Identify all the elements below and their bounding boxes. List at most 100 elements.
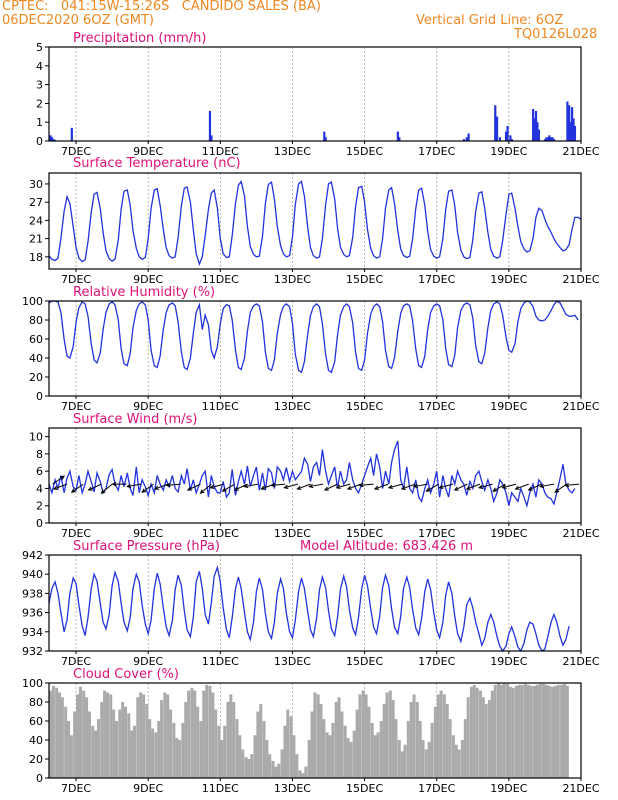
wind-arrowhead <box>425 487 431 492</box>
precip-bar <box>498 137 502 141</box>
cloud-bar <box>208 685 212 778</box>
cloud-bar <box>49 690 53 778</box>
cloud-bar <box>73 711 77 778</box>
x-tick-label: 17DEC <box>418 782 455 795</box>
x-tick-label: 19DEC <box>490 527 527 540</box>
cloud-bar <box>379 721 383 778</box>
y-tick-label: 40 <box>29 352 43 365</box>
wind-arrowhead <box>335 484 341 489</box>
wind-arrowhead <box>126 483 132 489</box>
cloud-bar <box>325 732 329 778</box>
x-tick-label: 15DEC <box>346 655 383 668</box>
precip-bar <box>572 118 575 141</box>
cloud-bar <box>502 683 506 778</box>
wind-vector <box>359 483 374 486</box>
cloud-bar <box>331 722 335 778</box>
model-altitude: Model Altitude: 683.426 m <box>300 539 473 554</box>
cloud-bar <box>64 706 68 778</box>
y-tick-label: 30 <box>29 178 43 191</box>
x-tick-label: 11DEC <box>202 655 239 668</box>
y-tick-label: 938 <box>22 587 43 600</box>
panel-title: Precipitation (mm/h) <box>73 31 206 46</box>
x-tick-label: 7DEC <box>61 400 91 413</box>
wind-arrowhead <box>100 489 106 494</box>
cloud-bar <box>289 716 293 778</box>
wind-arrowhead <box>539 483 545 489</box>
cloud-bar <box>148 719 152 778</box>
wind-arrowhead <box>70 488 76 493</box>
cloud-bar <box>394 719 398 778</box>
cloud-bar <box>433 706 437 778</box>
cloud-bar <box>538 683 542 778</box>
x-tick-label: 15DEC <box>346 400 383 413</box>
precip-bar <box>504 131 508 141</box>
run-date: 06DEC2020 6OZ (GMT) <box>2 13 154 28</box>
cloud-bar <box>253 735 257 778</box>
wind-vector <box>141 483 154 493</box>
y-tick-label: 27 <box>29 196 43 209</box>
x-tick-label: 21DEC <box>562 527 599 540</box>
cloud-bar <box>51 685 55 778</box>
cloud-bar <box>340 711 344 778</box>
cloud-bar <box>385 692 389 778</box>
precip-bar <box>573 125 577 141</box>
cloud-bar <box>334 702 338 778</box>
cloud-bar <box>232 702 236 778</box>
wind-vector <box>478 483 493 489</box>
wind-arrowhead <box>186 486 192 491</box>
wind-arrowhead <box>270 482 276 488</box>
cloud-bar <box>445 703 449 778</box>
y-tick-label: 60 <box>29 715 43 728</box>
cloud-bar <box>256 711 260 778</box>
cloud-bar <box>556 684 560 778</box>
precip-bar <box>550 137 553 141</box>
wind-arrowhead <box>527 486 533 491</box>
y-tick-label: 6 <box>36 465 43 478</box>
x-tick-label: 7DEC <box>61 782 91 795</box>
wind-vector <box>284 483 298 489</box>
cloud-bar <box>551 686 555 778</box>
series-line <box>48 565 570 653</box>
cloud-bar <box>265 740 269 778</box>
cloud-bar <box>391 700 395 778</box>
cloud-bar <box>526 684 530 778</box>
cloud-bar <box>105 692 109 778</box>
cloud-bar <box>136 697 140 778</box>
wind-arrowhead <box>514 485 520 490</box>
wind-vector <box>426 483 439 492</box>
y-tick-label: 0 <box>36 390 43 403</box>
precip-bar <box>552 139 556 141</box>
precip-bar <box>208 110 212 141</box>
y-tick-label: 2 <box>36 500 43 513</box>
cloud-bar <box>475 687 479 778</box>
y-tick-label: 100 <box>22 677 43 690</box>
cloud-bar <box>466 697 470 778</box>
cloud-bar <box>226 702 230 778</box>
cloud-bar <box>82 690 86 778</box>
cloud-bar <box>277 763 281 778</box>
x-tick-label: 19DEC <box>490 655 527 668</box>
wind-vector <box>565 483 580 486</box>
wind-vector <box>154 483 169 490</box>
cloud-bar <box>367 706 371 778</box>
cloud-bar <box>175 738 179 778</box>
wind-vector <box>401 483 416 490</box>
x-tick-label: 13DEC <box>274 655 311 668</box>
cloud-bar <box>355 709 359 778</box>
x-tick-label: 11DEC <box>202 145 239 158</box>
x-tick-label: 9DEC <box>133 145 163 158</box>
cloud-bar <box>304 766 308 778</box>
cloud-bar <box>484 703 488 778</box>
cloud-bar <box>154 732 158 778</box>
x-tick-label: 13DEC <box>274 527 311 540</box>
cloud-bar <box>409 702 413 778</box>
wind-arrowhead <box>373 485 379 490</box>
cloud-bar <box>184 702 188 778</box>
y-tick-label: 80 <box>29 314 43 327</box>
cloud-bar <box>157 721 161 778</box>
wind-vector <box>413 483 428 488</box>
cloud-bar <box>190 687 194 778</box>
y-tick-label: 18 <box>29 251 43 264</box>
wind-vector <box>502 483 517 489</box>
cloud-bar <box>478 690 482 778</box>
